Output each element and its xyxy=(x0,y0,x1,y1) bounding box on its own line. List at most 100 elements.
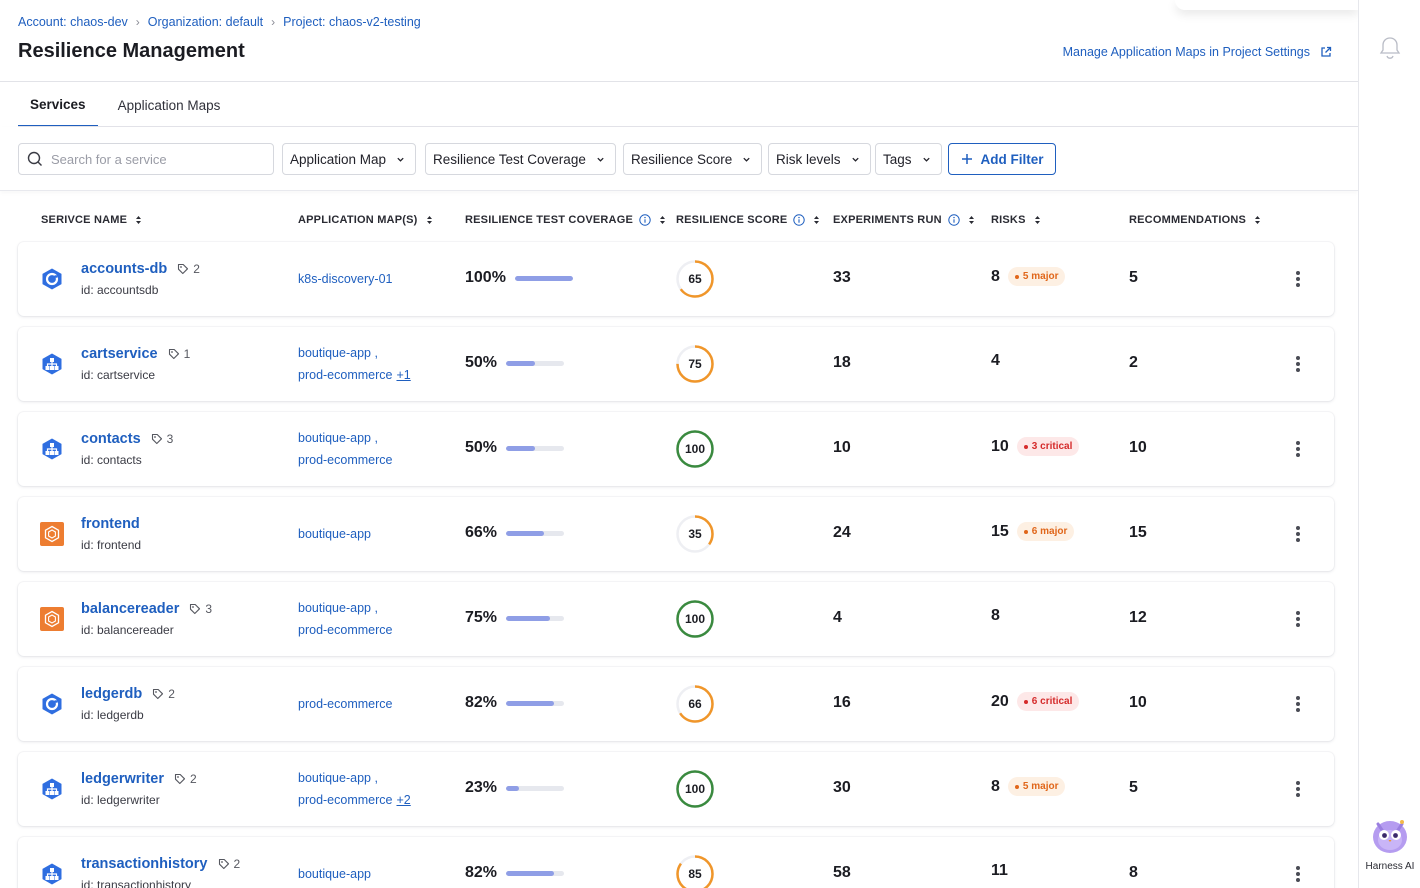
tag-count[interactable]: 1 xyxy=(168,347,190,361)
service-name[interactable]: contacts 3 xyxy=(81,431,174,447)
more-options-icon[interactable] xyxy=(1292,269,1304,289)
tag-count[interactable]: 2 xyxy=(174,772,197,786)
service-name[interactable]: cartservice 1 xyxy=(81,346,191,362)
tag-count[interactable]: 2 xyxy=(218,857,240,871)
risks: 11 xyxy=(991,862,1008,880)
manage-application-maps-link[interactable]: Manage Application Maps in Project Setti… xyxy=(1063,45,1332,59)
coverage: 23% xyxy=(465,779,565,797)
service-name[interactable]: transactionhistory 2 xyxy=(81,856,241,872)
service-row[interactable]: ledgerdb 2 id: ledgerdb prod-ecommerce 82% 66… xyxy=(18,667,1334,741)
filter-resilience-test-coverage[interactable]: Resilience Test Coverage xyxy=(425,143,616,175)
application-map-link[interactable]: boutique-app , xyxy=(298,601,378,615)
more-maps-link[interactable]: +1 xyxy=(396,367,411,382)
application-map-link[interactable]: boutique-app , xyxy=(298,346,378,360)
more-options-icon[interactable] xyxy=(1292,864,1304,884)
column-header-score[interactable]: RESILIENCE SCORE xyxy=(676,214,820,226)
tag-count[interactable]: 3 xyxy=(151,432,173,446)
more-options-icon[interactable] xyxy=(1292,524,1304,544)
info-icon[interactable] xyxy=(793,214,806,226)
service-id: id: transactionhistory xyxy=(81,878,192,888)
service-name[interactable]: balancereader 3 xyxy=(81,601,213,617)
application-map-link[interactable]: boutique-app xyxy=(298,527,371,541)
service-name[interactable]: ledgerwriter 2 xyxy=(81,771,197,787)
application-maps: boutique-app , prod-ecommerce +1 xyxy=(298,343,411,386)
application-map-link[interactable]: prod-ecommerce xyxy=(298,622,393,637)
service-row[interactable]: cartservice 1 id: cartservice boutique-app … xyxy=(18,327,1334,401)
column-header-experiments[interactable]: EXPERIMENTS RUN xyxy=(833,214,975,226)
column-header-coverage[interactable]: RESILIENCE TEST COVERAGE xyxy=(465,214,666,226)
filter-application-map[interactable]: Application Map xyxy=(282,143,417,175)
service-name[interactable]: accounts-db 2 xyxy=(81,261,200,277)
service-row[interactable]: transactionhistory 2 id: transactionhistor… xyxy=(18,837,1334,888)
filter-tags[interactable]: Tags xyxy=(875,143,942,175)
service-row[interactable]: accounts-db 2 id: accountsdb k8s-discovery-… xyxy=(18,242,1334,316)
tab-divider xyxy=(18,126,1358,127)
resilience-score-ring: 100 xyxy=(676,770,714,808)
risks: 8 5 major xyxy=(991,267,1066,286)
harness-ai-owl-icon xyxy=(1373,820,1407,853)
application-map-link[interactable]: boutique-app , xyxy=(298,771,378,785)
more-maps-link[interactable]: +2 xyxy=(396,792,411,807)
more-options-icon[interactable] xyxy=(1292,354,1304,374)
coverage: 75% xyxy=(465,609,565,627)
more-options-icon[interactable] xyxy=(1292,779,1304,799)
recommendations-count: 12 xyxy=(1129,609,1147,626)
info-icon[interactable] xyxy=(639,214,651,226)
breadcrumb-organization[interactable]: Organization: default xyxy=(147,15,264,29)
service-row[interactable]: frontend id: frontend boutique-app 66% 35 24 1… xyxy=(18,497,1334,571)
tag-count[interactable]: 2 xyxy=(177,262,200,276)
plus-icon xyxy=(961,154,972,164)
tab-application-maps[interactable]: Application Maps xyxy=(117,98,221,113)
application-map-link[interactable]: boutique-app xyxy=(298,867,371,881)
pod-icon xyxy=(40,267,64,291)
tab-services[interactable]: Services xyxy=(18,84,98,127)
service-name[interactable]: frontend xyxy=(81,516,140,532)
more-options-icon[interactable] xyxy=(1292,439,1304,459)
column-header-risks[interactable]: RISKS xyxy=(991,214,1041,226)
more-options-icon[interactable] xyxy=(1292,694,1304,714)
bell-icon[interactable] xyxy=(1379,36,1401,60)
application-map-link[interactable]: prod-ecommerce +1 xyxy=(298,367,411,382)
chevron-down-icon xyxy=(397,157,404,162)
coverage-bar xyxy=(506,870,565,876)
service-id: id: balancereader xyxy=(81,623,174,637)
filter-risk-levels[interactable]: Risk levels xyxy=(768,143,871,175)
application-map-link[interactable]: k8s-discovery-01 xyxy=(298,272,393,286)
tag-count[interactable]: 2 xyxy=(152,687,175,701)
application-maps: boutique-app , prod-ecommerce xyxy=(298,598,392,641)
column-header-service[interactable]: SERIVCE NAME xyxy=(41,214,142,226)
column-header-maps[interactable]: APPLICATION MAP(S) xyxy=(298,214,433,226)
coverage-bar xyxy=(514,275,573,281)
info-icon[interactable] xyxy=(948,214,960,226)
page-title: Resilience Management xyxy=(18,40,245,62)
service-row[interactable]: balancereader 3 id: balancereader boutique-… xyxy=(18,582,1334,656)
aws-icon xyxy=(40,522,64,546)
column-header-recommendations[interactable]: RECOMMENDATIONS xyxy=(1129,214,1261,226)
application-map-link[interactable]: prod-ecommerce xyxy=(298,452,393,467)
filter-resilience-score[interactable]: Resilience Score xyxy=(623,143,763,175)
service-row[interactable]: contacts 3 id: contacts boutique-app , prod-… xyxy=(18,412,1334,486)
application-map-link[interactable]: boutique-app , xyxy=(298,431,378,445)
application-map-link[interactable]: prod-ecommerce xyxy=(298,697,393,711)
resilience-score-ring: 85 xyxy=(676,855,714,888)
tag-count[interactable]: 3 xyxy=(189,602,212,616)
breadcrumb-project[interactable]: Project: chaos-v2-testing xyxy=(283,15,421,29)
breadcrumb-account[interactable]: Account: chaos-dev xyxy=(18,15,128,29)
page-header: Account: chaos-dev › Organization: defau… xyxy=(0,0,1358,82)
harness-ai-assistant[interactable]: Harness AI xyxy=(1359,812,1420,872)
search-input[interactable] xyxy=(51,151,261,167)
service-name[interactable]: ledgerdb 2 xyxy=(81,686,175,702)
more-options-icon[interactable] xyxy=(1292,609,1304,629)
application-maps: prod-ecommerce xyxy=(298,694,392,716)
add-filter-button[interactable]: Add Filter xyxy=(948,143,1056,175)
search-box[interactable] xyxy=(18,143,274,175)
resilience-score-ring: 100 xyxy=(676,430,714,468)
application-map-link[interactable]: prod-ecommerce +2 xyxy=(298,792,411,807)
coverage: 82% xyxy=(465,864,565,882)
service-row[interactable]: ledgerwriter 2 id: ledgerwriter boutique-ap… xyxy=(18,752,1334,826)
application-maps: boutique-app , prod-ecommerce xyxy=(298,428,392,471)
kubernetes-icon xyxy=(40,437,64,461)
coverage-value: 66% xyxy=(465,524,498,541)
chevron-right-icon: › xyxy=(271,15,276,29)
score-arc xyxy=(676,855,714,888)
